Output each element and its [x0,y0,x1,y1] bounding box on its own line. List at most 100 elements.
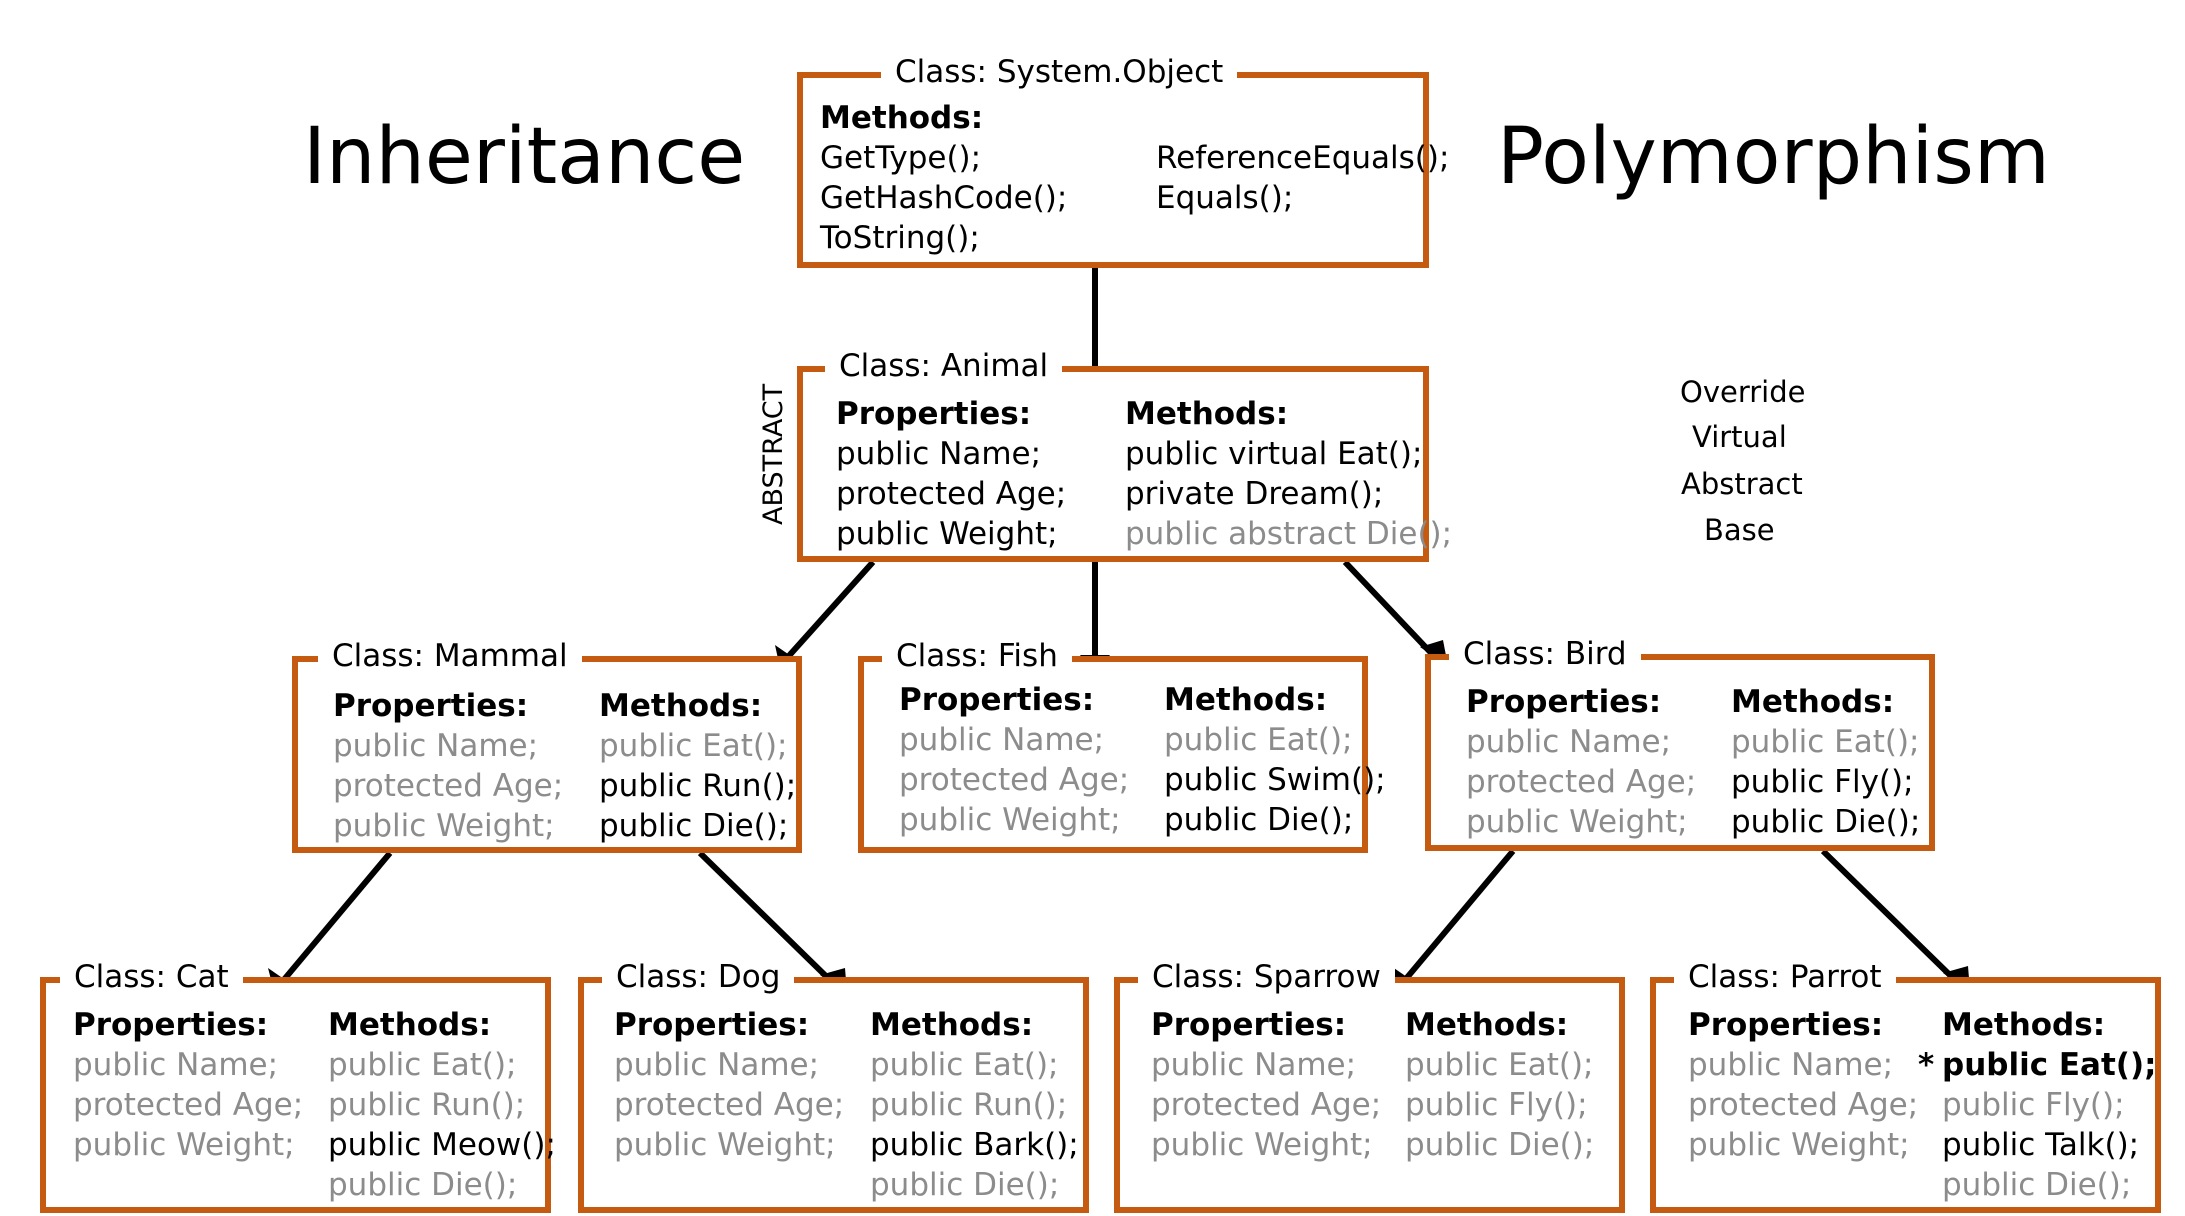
method-item: public Talk(); [1942,1127,2140,1163]
method-item: public Die(); [1405,1127,1595,1163]
method-item: public Swim(); [1164,762,1386,798]
methods-header: Methods: [1731,684,1895,720]
method-item: public abstract Die(); [1125,516,1453,552]
method-item: public Die(); [1164,802,1354,838]
method-item: public Eat(); [599,728,788,764]
method-item: GetHashCode(); [820,180,1068,216]
method-item: ReferenceEquals(); [1156,140,1450,176]
class-title: Class: Fish [882,636,1072,676]
class-box-system-object: Class: System.Object Methods: GetType();… [797,52,1449,268]
class-title: Class: Sparrow [1138,957,1395,997]
properties-header: Properties: [73,1007,269,1043]
method-item: public Bark(); [870,1127,1079,1163]
method-item: public Die(); [870,1167,1060,1203]
method-item: public Eat(); [1405,1047,1594,1083]
property-item: public Weight; [73,1127,295,1163]
keyword-override: Override [1680,375,1806,409]
arrow-mammal-cat [279,851,393,984]
methods-header: Methods: [1164,682,1328,718]
method-item: ToString(); [820,220,980,256]
method-item-overridden: public Eat(); [1942,1047,2157,1083]
class-box-dog: Class: Dog Properties: public Name; prot… [578,957,1089,1213]
property-item: public Weight; [836,516,1058,552]
method-item: public Eat(); [870,1047,1059,1083]
property-item: public Name; [1151,1047,1357,1083]
methods-header: Methods: [1405,1007,1569,1043]
property-item: protected Age; [1466,764,1697,800]
keyword-abstract: Abstract [1681,467,1803,501]
keyword-virtual: Virtual [1692,420,1787,454]
property-item: public Weight; [333,808,555,844]
class-title: Class: Cat [60,957,243,997]
property-item: public Name; [899,722,1105,758]
method-item: public Die(); [328,1167,518,1203]
class-box-cat: Class: Cat Properties: public Name; prot… [40,957,556,1213]
property-item: public Name; [836,436,1042,472]
inheritance-title: Inheritance [303,112,746,202]
class-title: Class: Parrot [1674,957,1896,997]
class-box-parrot: Class: Parrot Properties: public Name; p… [1650,957,2161,1213]
property-item: protected Age; [73,1087,304,1123]
methods-header: Methods: [820,100,984,136]
arrow-animal-bird [1342,559,1436,658]
class-box-animal: Class: Animal Properties: public Name; p… [797,346,1452,562]
method-item: public virtual Eat(); [1125,436,1423,472]
class-box-sparrow: Class: Sparrow Properties: public Name; … [1114,957,1625,1213]
property-item: public Name; [73,1047,279,1083]
property-item: public Name; [1466,724,1672,760]
method-item: public Fly(); [1731,764,1914,800]
class-title: Class: Mammal [318,636,582,676]
class-title: Class: Bird [1449,634,1641,674]
properties-header: Properties: [899,682,1095,718]
properties-header: Properties: [1151,1007,1347,1043]
method-item: GetType(); [820,140,982,176]
methods-header: Methods: [870,1007,1034,1043]
override-marker: * [1918,1047,1935,1083]
property-item: protected Age; [836,476,1067,512]
methods-header: Methods: [1125,396,1289,432]
methods-header: Methods: [1942,1007,2106,1043]
method-item: Equals(); [1156,180,1294,216]
method-item: public Meow(); [328,1127,556,1163]
method-item: private Dream(); [1125,476,1384,512]
properties-header: Properties: [836,396,1032,432]
property-item: public Weight; [1466,804,1688,840]
class-title: Class: Dog [602,957,795,997]
class-box-mammal: Class: Mammal Properties: public Name; p… [292,636,802,853]
method-item: public Eat(); [1164,722,1353,758]
arrow-animal-mammal [784,559,876,661]
property-item: public Weight; [899,802,1121,838]
arrow-mammal-dog [697,850,835,985]
properties-header: Properties: [333,688,529,724]
method-item: public Die(); [1942,1167,2132,1203]
property-item: public Name; [333,728,539,764]
class-box-fish: Class: Fish Properties: public Name; pro… [858,636,1386,853]
arrow-bird-sparrow [1402,849,1516,982]
property-item: protected Age; [899,762,1130,798]
class-title: Class: Animal [825,346,1063,386]
method-item: public Run(); [870,1087,1068,1123]
property-item: public Weight; [1151,1127,1373,1163]
property-item: public Name; [1688,1047,1894,1083]
class-box-bird: Class: Bird Properties: public Name; pro… [1425,634,1935,851]
method-item: public Fly(); [1942,1087,2125,1123]
method-item: public Die(); [1731,804,1921,840]
method-item: public Run(); [599,768,797,804]
class-title: Class: System.Object [881,52,1238,92]
method-item: public Die(); [599,808,789,844]
properties-header: Properties: [1688,1007,1884,1043]
methods-header: Methods: [599,688,763,724]
property-item: protected Age; [333,768,564,804]
method-item: public Run(); [328,1087,526,1123]
methods-header: Methods: [328,1007,492,1043]
property-item: public Name; [614,1047,820,1083]
properties-header: Properties: [1466,684,1662,720]
property-item: protected Age; [1151,1087,1382,1123]
arrow-bird-parrot [1820,848,1958,983]
property-item: protected Age; [1688,1087,1919,1123]
property-item: public Weight; [614,1127,836,1163]
property-item: protected Age; [614,1087,845,1123]
method-item: public Eat(); [1731,724,1920,760]
method-item: public Eat(); [328,1047,517,1083]
property-item: public Weight; [1688,1127,1910,1163]
